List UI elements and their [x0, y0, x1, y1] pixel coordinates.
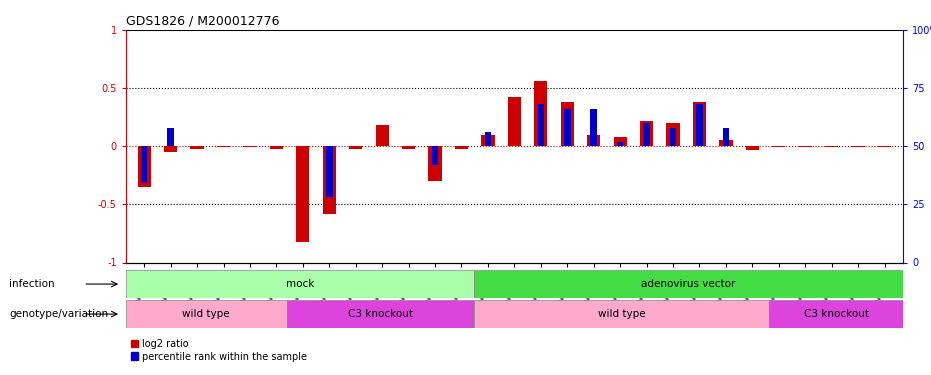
Text: wild type: wild type — [182, 309, 230, 319]
Text: GDS1826 / M200012776: GDS1826 / M200012776 — [126, 15, 279, 27]
Bar — [138, 146, 151, 187]
Bar — [878, 146, 891, 147]
Bar — [852, 146, 865, 147]
Bar — [126, 300, 287, 328]
Bar — [507, 98, 521, 146]
Bar — [537, 104, 544, 146]
Bar — [168, 128, 174, 146]
Bar — [590, 109, 597, 146]
Bar — [772, 146, 786, 147]
Legend: log2 ratio, percentile rank within the sample: log2 ratio, percentile rank within the s… — [130, 339, 307, 362]
Bar — [326, 146, 332, 197]
Bar — [296, 146, 309, 242]
Bar — [191, 146, 204, 148]
Bar — [164, 146, 177, 152]
Bar — [693, 102, 706, 146]
Bar — [270, 146, 283, 148]
Bar — [587, 135, 600, 146]
Text: C3 knockout: C3 knockout — [348, 309, 412, 319]
Bar — [375, 125, 389, 146]
Text: mock: mock — [286, 279, 314, 289]
Bar — [141, 146, 147, 183]
Bar — [769, 300, 903, 328]
Bar — [126, 270, 474, 298]
Bar — [696, 104, 703, 146]
Bar — [669, 128, 676, 146]
Text: C3 knockout: C3 knockout — [803, 309, 869, 319]
Text: adenovirus vector: adenovirus vector — [641, 279, 735, 289]
Bar — [432, 146, 439, 165]
Bar — [217, 146, 230, 147]
Bar — [349, 146, 362, 148]
Bar — [428, 146, 441, 181]
Bar — [640, 121, 654, 146]
Bar — [825, 146, 838, 147]
Bar — [481, 135, 494, 146]
Bar — [799, 146, 812, 147]
Bar — [402, 146, 415, 148]
Bar — [323, 146, 336, 214]
Bar — [534, 81, 547, 146]
Bar — [243, 146, 257, 147]
Bar — [474, 270, 903, 298]
Bar — [455, 146, 468, 148]
Bar — [617, 142, 624, 146]
Bar — [564, 109, 571, 146]
Bar — [614, 137, 627, 146]
Bar — [560, 102, 573, 146]
Text: infection: infection — [9, 279, 55, 289]
Bar — [287, 300, 474, 328]
Bar — [720, 141, 733, 146]
Text: wild type: wild type — [598, 309, 645, 319]
Bar — [643, 123, 650, 146]
Bar — [722, 128, 729, 146]
Bar — [474, 300, 769, 328]
Bar — [667, 123, 680, 146]
Bar — [485, 132, 492, 146]
Text: genotype/variation: genotype/variation — [9, 309, 108, 319]
Bar — [746, 146, 759, 150]
